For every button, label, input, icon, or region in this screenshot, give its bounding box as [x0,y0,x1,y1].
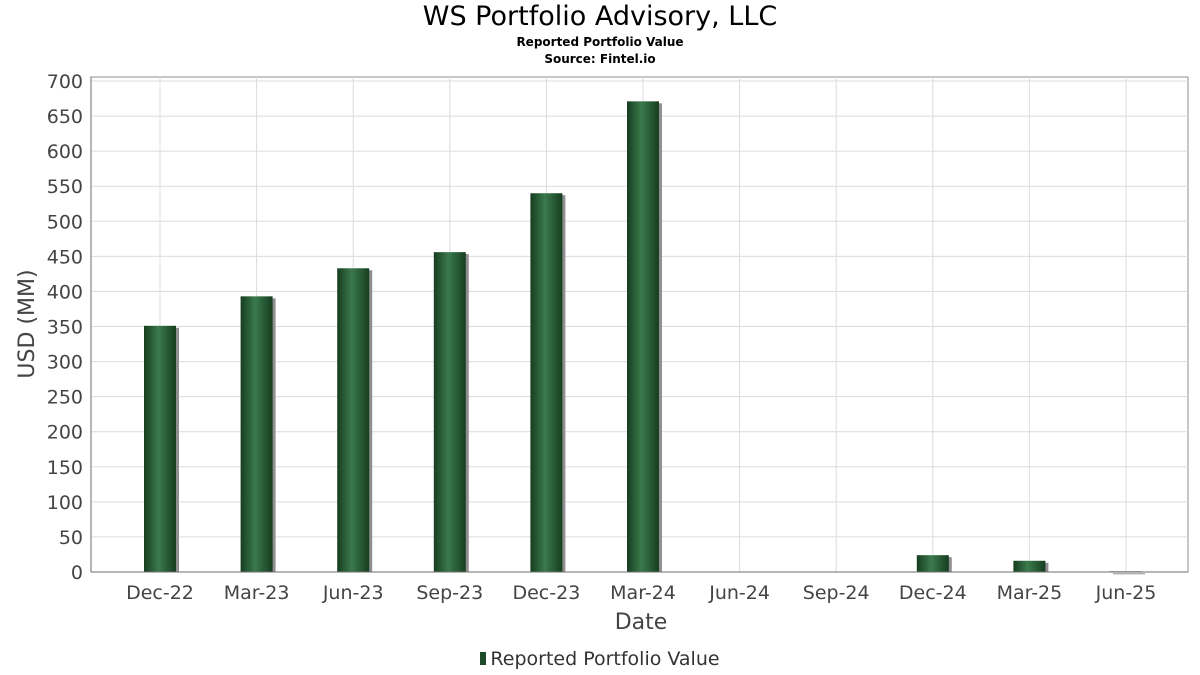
y-tick-label: 100 [47,492,83,514]
chart-source: Source: Fintel.io [544,52,656,66]
legend: Reported Portfolio Value [0,648,1200,670]
y-axis-label: USD (MM) [15,269,40,378]
x-tick-labels: Dec-22 Mar-23 Jun-23 Sep-23 Dec-23 Mar-24 Jun-… [126,582,1156,604]
y-tick-label: 350 [47,317,83,339]
chart-subtitle: Reported Portfolio Value [516,35,684,49]
legend-swatch [480,652,487,665]
x-tick-label: Sep-24 [803,582,870,604]
y-tick-label: 400 [47,281,83,303]
x-tick-label: Mar-25 [997,582,1063,604]
bars [144,101,1145,575]
y-tick-label: 450 [47,246,83,268]
y-tick-label: 150 [47,457,83,479]
x-tick-label: Sep-23 [416,582,483,604]
bar [144,325,176,572]
y-tick-label: 250 [47,387,83,409]
bar [433,252,466,573]
x-axis-label: Date [615,610,668,635]
y-tick-label: 0 [71,562,83,584]
y-tick-label: 700 [47,71,83,93]
x-tick-label: Dec-23 [512,582,580,604]
bar [530,193,563,572]
legend-label: Reported Portfolio Value [490,648,720,670]
y-tick-label: 650 [47,106,83,128]
y-tick-label: 50 [59,527,83,549]
bar [337,268,370,572]
y-tick-labels: 0 50 100 150 200 250 300 350 400 450 500 550 600 650 7… [47,71,83,584]
y-tick-label: 600 [47,141,83,163]
y-tick-label: 500 [47,211,83,233]
x-tick-label: Jun-25 [1095,582,1157,604]
x-tick-label: Dec-24 [899,582,967,604]
bar [240,296,273,572]
x-tick-label: Jun-23 [322,582,384,604]
x-tick-label: Jun-24 [708,582,770,604]
x-tick-label: Dec-22 [126,582,194,604]
bar-shadow [1113,573,1145,575]
x-tick-label: Mar-24 [610,582,676,604]
y-tick-label: 200 [47,422,83,444]
y-tick-label: 550 [47,176,83,198]
y-tick-label: 300 [47,352,83,374]
bar [1013,560,1046,572]
bar [627,101,659,572]
x-tick-label: Mar-23 [224,582,290,604]
bar [916,555,949,572]
chart-title: WS Portfolio Advisory, LLC [422,1,778,32]
